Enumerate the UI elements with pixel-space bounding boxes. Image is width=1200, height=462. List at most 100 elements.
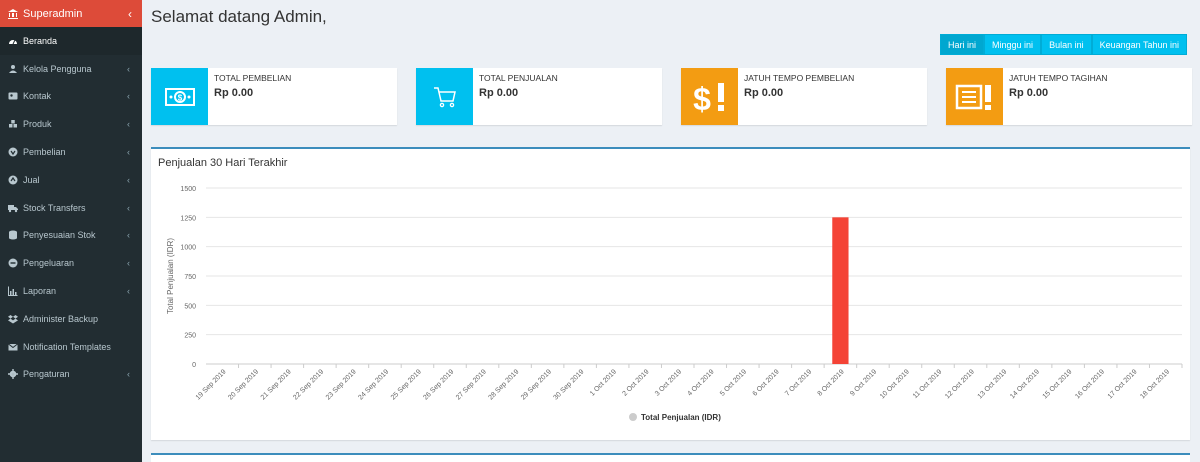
x-tick-label: 15 Oct 2019 — [1042, 368, 1074, 400]
y-tick-label: 500 — [184, 303, 196, 310]
brand-header[interactable]: Superadmin ‹ — [0, 0, 142, 27]
sidebar-item-label: Pengaturan — [23, 369, 70, 380]
sidebar-item-label: Produk — [23, 119, 52, 130]
info-box-value: Rp 0.00 — [1009, 87, 1049, 99]
info-box-value: Rp 0.00 — [214, 87, 254, 99]
bar — [832, 217, 849, 364]
x-tick-label: 18 Oct 2019 — [1139, 368, 1171, 400]
sidebar-item-kelola-pengguna[interactable]: Kelola Pengguna ‹ — [0, 55, 142, 83]
address-card-icon — [8, 91, 18, 101]
info-box-label: JATUH TEMPO PEMBELIAN — [744, 73, 855, 83]
info-box-label: TOTAL PENJUALAN — [479, 73, 558, 83]
sidebar-item-laporan[interactable]: Laporan ‹ — [0, 277, 142, 305]
sidebar-item-label: Beranda — [23, 35, 58, 46]
sidebar-item-label: Kontak — [23, 91, 52, 102]
x-tick-label: 7 Oct 2019 — [784, 368, 813, 397]
sidebar-item-beranda[interactable]: Beranda — [0, 27, 142, 55]
users-icon — [8, 64, 18, 74]
sidebar-item-pengaturan[interactable]: Pengaturan ‹ — [0, 361, 142, 389]
x-tick-label: 11 Oct 2019 — [912, 368, 944, 400]
chevron-left-icon: ‹ — [127, 63, 130, 74]
chevron-left-icon: ‹ — [127, 230, 130, 241]
x-tick-label: 13 Oct 2019 — [977, 368, 1009, 400]
x-tick-label: 29 Sep 2019 — [520, 368, 553, 401]
sidebar: Superadmin ‹ Beranda Kelola Pengguna ‹ Kont… — [0, 0, 142, 462]
x-tick-label: 8 Oct 2019 — [817, 368, 846, 397]
sidebar-item-produk[interactable]: Produk ‹ — [0, 110, 142, 138]
sidebar-item-label: Stock Transfers — [23, 202, 86, 213]
sidebar-item-label: Administer Backup — [23, 313, 99, 324]
next-box — [151, 453, 1190, 462]
info-box-total-pembelian: $ TOTAL PEMBELIAN Rp 0.00 — [151, 68, 397, 125]
legend-marker — [629, 413, 637, 421]
sidebar-item-penyesuaian-stok[interactable]: Penyesuaian Stok ‹ — [0, 222, 142, 250]
chevron-left-icon: ‹ — [127, 119, 130, 130]
x-tick-label: 22 Sep 2019 — [292, 368, 325, 401]
filter-button-hari-ini[interactable]: Hari ini — [940, 34, 985, 55]
info-box-total-penjualan: TOTAL PENJUALAN Rp 0.00 — [416, 68, 662, 125]
y-tick-label: 250 — [184, 333, 196, 340]
info-box-value: Rp 0.00 — [744, 87, 784, 99]
invoice-exclamation-icon — [946, 68, 1003, 125]
y-tick-label: 1250 — [180, 215, 196, 222]
arrow-circle-down-icon — [8, 147, 18, 157]
x-tick-label: 27 Sep 2019 — [455, 368, 488, 401]
sales-chart: 0 250 500 750 1000 1250 1500 Total Penjualan (I… — [166, 186, 1183, 422]
info-box-label: TOTAL PEMBELIAN — [214, 73, 292, 83]
sidebar-item-kontak[interactable]: Kontak ‹ — [0, 83, 142, 111]
envelope-icon — [8, 342, 18, 352]
x-tick-label: 12 Oct 2019 — [944, 368, 976, 400]
dropbox-icon — [8, 314, 18, 324]
svg-text:$: $ — [177, 93, 182, 102]
filter-button-minggu-ini[interactable]: Minggu ini — [984, 34, 1042, 55]
chevron-left-icon: ‹ — [127, 369, 130, 380]
sidebar-item-label: Notification Templates — [23, 341, 111, 352]
database-icon — [8, 230, 18, 240]
sidebar-item-notification-templates[interactable]: Notification Templates — [0, 333, 142, 361]
main-content: Selamat datang Admin, Hari ini Minggu ini… — [142, 0, 1200, 462]
dashboard-icon — [8, 36, 18, 46]
filter-button-keuangan-tahun-ini[interactable]: Keuangan Tahun ini — [1091, 34, 1187, 55]
sidebar-item-label: Jual — [23, 174, 40, 185]
sidebar-item-label: Kelola Pengguna — [23, 63, 92, 74]
x-tick-label: 30 Sep 2019 — [553, 368, 586, 401]
dollar-exclamation-icon: $ — [681, 68, 738, 125]
info-box-jatuh-tempo-tagihan: JATUH TEMPO TAGIHAN Rp 0.00 — [946, 68, 1192, 125]
x-tick-label: 9 Oct 2019 — [849, 368, 878, 397]
x-tick-label: 16 Oct 2019 — [1074, 368, 1106, 400]
sidebar-item-stock-transfers[interactable]: Stock Transfers ‹ — [0, 194, 142, 222]
x-tick-label: 5 Oct 2019 — [719, 368, 748, 397]
x-tick-label: 24 Sep 2019 — [357, 368, 390, 401]
y-tick-label: 0 — [192, 362, 196, 369]
sidebar-item-jual[interactable]: Jual ‹ — [0, 166, 142, 194]
svg-text:$: $ — [693, 81, 711, 114]
chevron-left-icon: ‹ — [127, 286, 130, 297]
x-tick-label: 6 Oct 2019 — [752, 368, 781, 397]
arrow-circle-up-icon — [8, 175, 18, 185]
page-title: Selamat datang Admin, — [151, 7, 327, 26]
y-axis-label: Total Penjualan (IDR) — [166, 238, 175, 314]
cog-icon — [8, 369, 18, 380]
x-tick-label: 14 Oct 2019 — [1009, 368, 1041, 400]
chevron-left-icon: ‹ — [127, 174, 130, 185]
legend-label: Total Penjualan (IDR) — [641, 413, 721, 422]
x-tick-label: 2 Oct 2019 — [621, 368, 650, 397]
chevron-left-icon[interactable]: ‹ — [128, 6, 132, 21]
x-tick-label: 1 Oct 2019 — [589, 368, 618, 397]
info-box-value: Rp 0.00 — [479, 87, 519, 99]
chart-box-title: Penjualan 30 Hari Terakhir — [158, 157, 288, 169]
y-tick-label: 750 — [184, 274, 196, 281]
money-icon: $ — [151, 68, 208, 125]
x-tick-label: 28 Sep 2019 — [487, 368, 520, 401]
sidebar-item-administer-backup[interactable]: Administer Backup — [0, 305, 142, 333]
sidebar-item-pembelian[interactable]: Pembelian ‹ — [0, 138, 142, 166]
x-tick-label: 26 Sep 2019 — [422, 368, 455, 401]
cubes-icon — [8, 119, 18, 129]
chevron-left-icon: ‹ — [127, 202, 130, 213]
sidebar-item-pengeluaran[interactable]: Pengeluaran ‹ — [0, 249, 142, 277]
sidebar-item-label: Penyesuaian Stok — [23, 230, 96, 241]
sidebar-item-label: Pengeluaran — [23, 258, 75, 269]
x-tick-label: 25 Sep 2019 — [390, 368, 423, 401]
filter-button-bulan-ini[interactable]: Bulan ini — [1041, 34, 1092, 55]
sidebar-item-label: Pembelian — [23, 147, 66, 158]
